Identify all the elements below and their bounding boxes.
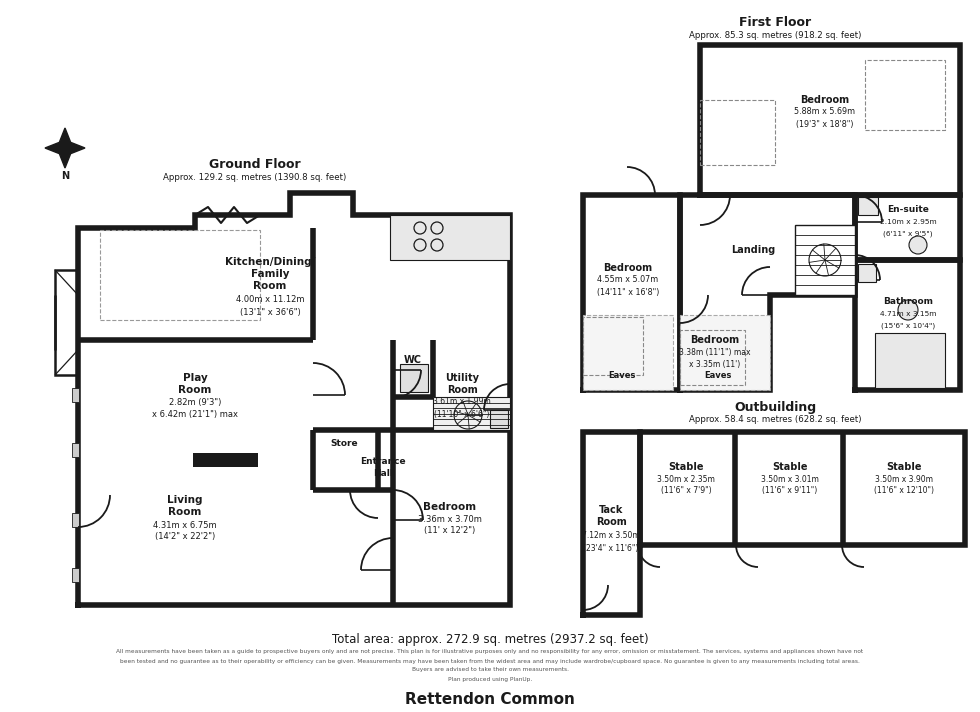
Text: x 3.35m (11'): x 3.35m (11') [689, 360, 741, 369]
Text: (11'10" x 6'6"): (11'10" x 6'6") [434, 409, 490, 419]
Bar [433, 397, 510, 430]
Text: (11'6" x 7'9"): (11'6" x 7'9") [661, 486, 711, 496]
Bar [680, 330, 745, 385]
Text: (13'1" x 36'6"): (13'1" x 36'6") [240, 308, 301, 317]
Bar [390, 215, 510, 260]
Text: (14'11" x 16'8"): (14'11" x 16'8") [597, 288, 660, 296]
Text: Bedroom: Bedroom [801, 95, 850, 105]
Bar [700, 100, 775, 165]
Text: Family: Family [251, 269, 289, 279]
Text: Ground Floor: Ground Floor [209, 159, 301, 172]
Text: Tack: Tack [599, 505, 623, 515]
Text: En-suite: En-suite [887, 206, 929, 214]
Text: x 6.42m (21'1") max: x 6.42m (21'1") max [152, 411, 238, 419]
Bar [400, 364, 428, 392]
Text: Room: Room [596, 517, 626, 527]
Bar [858, 197, 878, 215]
Text: Eaves: Eaves [609, 370, 636, 379]
Polygon shape [45, 128, 85, 168]
Circle shape [898, 300, 918, 320]
Bar [490, 410, 508, 428]
Polygon shape [583, 432, 640, 615]
Text: N: N [61, 171, 69, 181]
Text: 3.61m x 1.99m: 3.61m x 1.99m [433, 397, 491, 407]
Text: (6'11" x 9'5"): (6'11" x 9'5") [883, 231, 933, 237]
Text: been tested and no guarantee as to their operability or efficiency can be given.: been tested and no guarantee as to their… [121, 659, 859, 664]
Text: Stable: Stable [668, 462, 704, 472]
Text: Approx. 58.4 sq. metres (628.2 sq. feet): Approx. 58.4 sq. metres (628.2 sq. feet) [689, 416, 861, 424]
Text: 3.50m x 3.90m: 3.50m x 3.90m [875, 474, 933, 483]
Text: 4.00m x 11.12m: 4.00m x 11.12m [236, 295, 304, 305]
Text: 2.10m x 2.95m: 2.10m x 2.95m [880, 219, 936, 225]
Polygon shape [640, 432, 965, 545]
Text: Room: Room [447, 385, 477, 395]
Polygon shape [680, 195, 855, 390]
Text: Landing: Landing [731, 245, 775, 255]
Text: Play: Play [182, 373, 208, 383]
Text: 5.88m x 5.69m: 5.88m x 5.69m [795, 108, 856, 117]
Bar [583, 315, 673, 390]
Text: 7.12m x 3.50m: 7.12m x 3.50m [582, 531, 640, 540]
Text: (11'6" x 12'10"): (11'6" x 12'10") [874, 486, 934, 496]
Circle shape [909, 236, 927, 254]
Bar [72, 513, 79, 527]
Text: (11'6" x 9'11"): (11'6" x 9'11") [762, 486, 817, 496]
Text: Rettendon Common: Rettendon Common [405, 693, 575, 708]
Text: Approx. 85.3 sq. metres (918.2 sq. feet): Approx. 85.3 sq. metres (918.2 sq. feet) [689, 31, 861, 39]
Text: 3.50m x 3.01m: 3.50m x 3.01m [761, 474, 819, 483]
Text: Bedroom: Bedroom [691, 335, 740, 345]
Bar [100, 230, 260, 320]
Polygon shape [78, 193, 510, 605]
Text: Entrance: Entrance [361, 458, 406, 466]
Bar [865, 60, 945, 130]
Text: Buyers are advised to take their own measurements.: Buyers are advised to take their own mea… [412, 668, 568, 673]
Text: 3.38m (11'1") max: 3.38m (11'1") max [679, 347, 751, 357]
Text: Room: Room [169, 507, 202, 517]
Text: 4.55m x 5.07m: 4.55m x 5.07m [598, 276, 659, 285]
Bar [680, 315, 770, 390]
Text: Utility: Utility [445, 373, 479, 383]
Bar [583, 317, 643, 375]
Text: (11' x 12'2"): (11' x 12'2") [424, 526, 475, 535]
Bar [72, 443, 79, 457]
Polygon shape [700, 45, 960, 195]
Bar [72, 388, 79, 402]
Text: (19'3" x 18'8"): (19'3" x 18'8") [797, 120, 854, 128]
Text: Stable: Stable [772, 462, 808, 472]
Text: Eaves: Eaves [705, 370, 732, 379]
Text: 3.36m x 3.70m: 3.36m x 3.70m [418, 515, 482, 523]
Polygon shape [583, 195, 680, 390]
Polygon shape [855, 195, 960, 260]
Text: Plan produced using PlanUp.: Plan produced using PlanUp. [448, 676, 532, 681]
Bar [858, 264, 876, 282]
Text: Bedroom: Bedroom [604, 263, 653, 273]
Text: (23'4" x 11'6"): (23'4" x 11'6") [583, 543, 639, 553]
Bar [875, 333, 945, 388]
Text: 3.50m x 2.35m: 3.50m x 2.35m [657, 474, 715, 483]
Text: Room: Room [253, 281, 287, 291]
Text: (15'6" x 10'4"): (15'6" x 10'4") [881, 323, 935, 329]
Text: Living: Living [168, 495, 203, 505]
Text: Outbuilding: Outbuilding [734, 402, 816, 414]
Bar [72, 568, 79, 582]
Text: Kitchen/Dining/: Kitchen/Dining/ [224, 257, 316, 267]
Text: First Floor: First Floor [739, 16, 811, 28]
Text: 4.71m x 3.15m: 4.71m x 3.15m [880, 311, 936, 317]
Text: Hall: Hall [373, 469, 393, 478]
Text: Stable: Stable [886, 462, 922, 472]
Text: 4.31m x 6.75m: 4.31m x 6.75m [153, 520, 217, 530]
Text: (14'2" x 22'2"): (14'2" x 22'2") [155, 533, 216, 542]
Text: Bedroom: Bedroom [423, 502, 476, 512]
Text: WC: WC [404, 355, 422, 365]
Text: Room: Room [178, 385, 212, 395]
Text: Total area: approx. 272.9 sq. metres (2937.2 sq. feet): Total area: approx. 272.9 sq. metres (29… [331, 634, 649, 646]
Bar [193, 453, 258, 467]
Bar [795, 225, 855, 295]
Text: 2.82m (9'3"): 2.82m (9'3") [169, 399, 221, 407]
Text: Bathroom: Bathroom [883, 298, 933, 306]
Text: Store: Store [330, 439, 358, 448]
Text: Approx. 129.2 sq. metres (1390.8 sq. feet): Approx. 129.2 sq. metres (1390.8 sq. fee… [164, 174, 347, 182]
Polygon shape [855, 260, 960, 390]
Text: All measurements have been taken as a guide to prospective buyers only and are n: All measurements have been taken as a gu… [117, 649, 863, 654]
